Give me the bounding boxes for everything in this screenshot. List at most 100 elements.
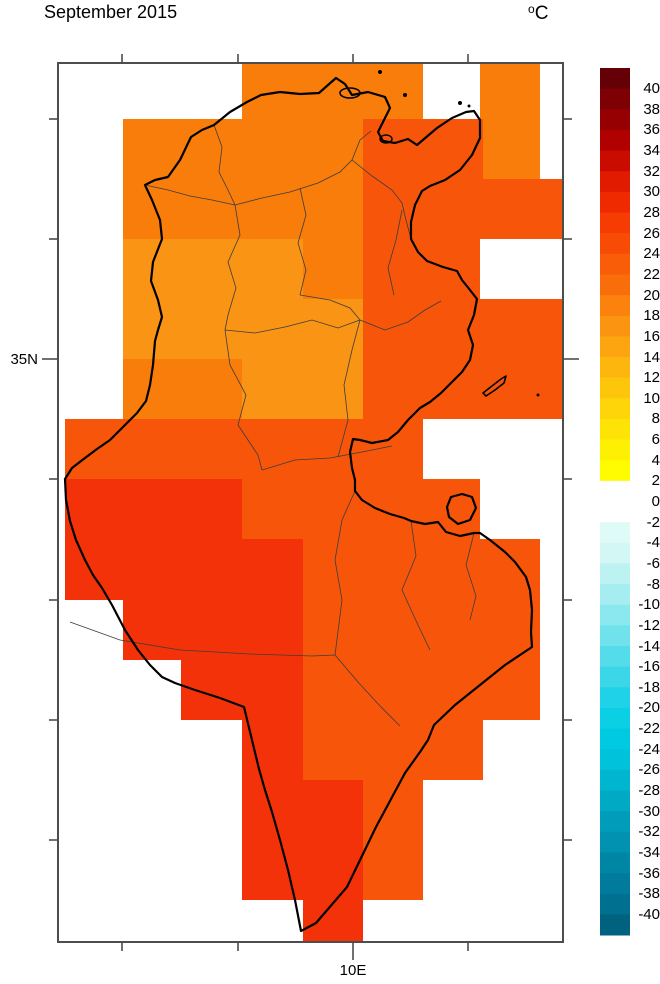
grid-cell [363, 299, 563, 359]
colorbar-label: -6 [646, 554, 660, 572]
colorbar-segment [600, 253, 630, 275]
tunisia-outline [63, 76, 534, 933]
colorbar-segment [600, 68, 630, 90]
colorbar-label: 30 [643, 183, 660, 201]
colorbar-segment [600, 233, 630, 255]
colorbar-label: -12 [638, 616, 660, 634]
grid-cell [303, 539, 540, 600]
colorbar-segment [600, 522, 630, 544]
colorbar-segment [600, 501, 630, 523]
colorbar-segment [600, 584, 630, 606]
colorbar-segment [600, 666, 630, 688]
colorbar-segment [600, 873, 630, 895]
colorbar-segment [600, 191, 630, 213]
colorbar-label: 34 [643, 142, 660, 160]
colorbar-segment [600, 728, 630, 750]
colorbar-segment [600, 109, 630, 131]
colorbar-segment [600, 563, 630, 585]
colorbar-segment [600, 852, 630, 874]
colorbar-label: -24 [638, 740, 660, 758]
longitude-tick-label: 10E [339, 962, 367, 979]
colorbar-segment [600, 687, 630, 709]
colorbar-label: -2 [646, 513, 660, 531]
colorbar-segment [600, 707, 630, 730]
grid-cell [363, 239, 480, 299]
colorbar-segment [600, 480, 630, 502]
colorbar-label: -36 [638, 864, 660, 882]
grid-cell [123, 239, 303, 299]
lake-bizerte-outline [339, 87, 361, 99]
colorbar-segment [600, 604, 630, 626]
grid-cell [123, 359, 242, 419]
grid-cell [65, 539, 303, 600]
colorbar-label: 18 [643, 307, 660, 325]
colorbar-label: -8 [646, 575, 660, 593]
colorbar-segment [600, 315, 630, 337]
colorbar-label: 36 [643, 121, 660, 139]
colorbar-label: -18 [638, 678, 660, 696]
colorbar-label: 16 [643, 327, 660, 345]
colorbar-label: 4 [651, 451, 660, 469]
islet-dots [378, 70, 540, 397]
colorbar-segment [600, 377, 630, 399]
colorbar-segment [600, 418, 630, 441]
grid-cell [242, 63, 423, 119]
grid-cell [65, 419, 423, 479]
latitude-tick-label: 35N [10, 351, 38, 368]
colorbar-label: 32 [643, 162, 660, 180]
grid-cell [65, 479, 242, 539]
colorbar-label: -32 [638, 823, 660, 841]
grid-cell [123, 119, 363, 179]
colorbar-label: -14 [638, 637, 660, 655]
colorbar-label: 24 [643, 245, 660, 263]
colorbar-label: 28 [643, 204, 660, 221]
grid-cell [242, 780, 363, 840]
colorbar-label: 20 [643, 286, 660, 304]
grid-cell [123, 600, 303, 660]
grid-cell [363, 179, 563, 239]
colorbar-segment [600, 749, 630, 771]
governorate-boundaries [69, 124, 477, 727]
colorbar-segment [600, 88, 630, 110]
grid-cell [242, 720, 303, 780]
colorbar-label: -10 [638, 596, 660, 614]
grid-cell [181, 660, 303, 720]
grid-cell [242, 479, 480, 539]
colorbar-segment [600, 790, 630, 812]
kerkennah-islands-outline [482, 375, 507, 397]
axis-ticks [42, 54, 579, 960]
colorbar-segment [600, 646, 630, 668]
colorbar-segment [600, 171, 630, 193]
colorbar-label: 26 [643, 224, 660, 242]
colorbar-label: 12 [643, 369, 660, 387]
grid-cell [123, 299, 363, 359]
colorbar-label: -34 [638, 843, 660, 861]
grid-cell [242, 840, 363, 900]
grid-cell [303, 239, 363, 299]
units-label: oC [528, 2, 548, 25]
grid-cell [363, 119, 483, 179]
grid-cell [363, 840, 423, 900]
colorbar [600, 68, 630, 936]
colorbar-segment [600, 460, 630, 482]
colorbar-segment [600, 625, 630, 647]
colorbar-segment [600, 274, 630, 296]
colorbar-segment [600, 914, 630, 936]
degree-superscript: o [528, 2, 535, 16]
colorbar-segment [600, 811, 630, 833]
grid-cell [303, 900, 363, 942]
colorbar-segment [600, 893, 630, 915]
colorbar-segment [600, 336, 630, 358]
colorbar-label: 10 [643, 389, 660, 407]
plot-title: September 2015 [44, 2, 178, 22]
temperature-grid-cells [65, 63, 563, 942]
grid-cell [480, 63, 540, 119]
colorbar-segment [600, 769, 630, 791]
colorbar-label: 38 [643, 100, 660, 118]
colorbar-segment [600, 150, 630, 172]
colorbar-label: 2 [651, 472, 660, 490]
grid-cell [303, 720, 483, 780]
grid-cell [363, 359, 563, 419]
